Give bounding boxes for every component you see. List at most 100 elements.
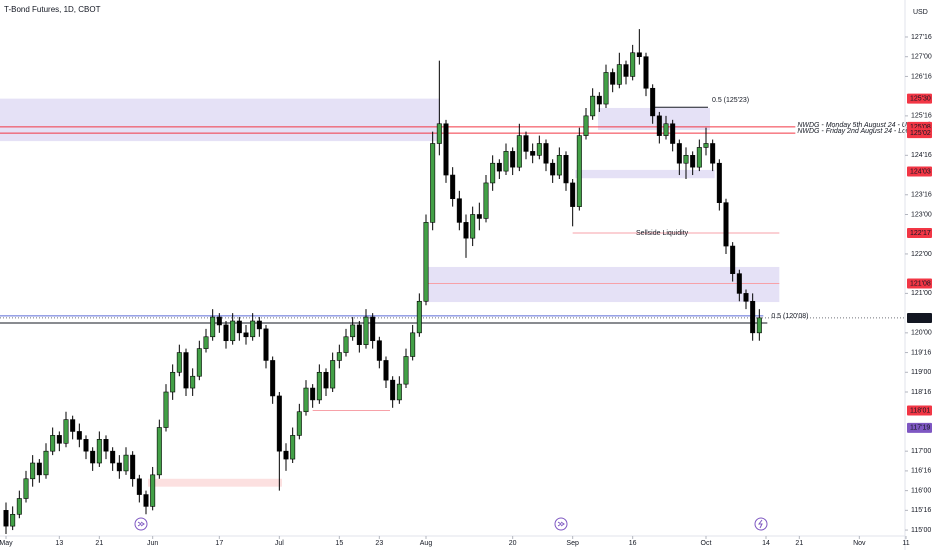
candle-body (203, 336, 209, 349)
candle-body (230, 320, 236, 342)
candle-body (556, 155, 562, 176)
plot-layer: NWDG - Monday 5th August 24 - Upper Disp… (0, 29, 932, 535)
price-label: 124'03 (910, 168, 931, 175)
y-tick-label: 121'00 (911, 290, 932, 297)
line-label: 0.5 (125'23) (712, 97, 749, 104)
candle-body (56, 435, 62, 444)
candle-body (650, 87, 656, 117)
event-icon[interactable] (134, 517, 148, 531)
price-label: 117'19 (910, 425, 930, 432)
candle-body (216, 316, 222, 326)
candle-body (176, 352, 182, 373)
candle-body (470, 214, 476, 239)
candle-body (623, 64, 629, 77)
y-tick-label: 126'16 (911, 73, 932, 80)
candle-body (263, 328, 269, 361)
candle-body (536, 143, 542, 156)
price-label-box (907, 405, 932, 416)
candle-body (83, 439, 89, 452)
x-tick-label: Sep (566, 540, 579, 547)
candle-body (670, 123, 676, 144)
candle-body (676, 143, 682, 164)
x-tick-label: Oct (701, 540, 712, 547)
price-label: 125'30 (910, 95, 931, 102)
candle-body (30, 462, 36, 480)
x-tick-label: Jul (275, 540, 284, 547)
candle-body (150, 474, 156, 507)
candle-body (430, 143, 436, 223)
line-label: NWDG - Monday 5th August 24 - Upper Disp (797, 122, 932, 129)
candle-body (616, 64, 622, 85)
x-tick-label: Aug (420, 540, 433, 547)
candle-body (463, 222, 469, 239)
candle-body (530, 151, 536, 156)
y-tick-label: 125'16 (911, 113, 932, 120)
price-label-box (907, 228, 932, 239)
candle-body (303, 387, 309, 413)
price-label-box (907, 278, 932, 289)
event-icon[interactable] (754, 517, 768, 531)
candle-body (96, 439, 102, 464)
candle-body (596, 95, 602, 105)
event-icon[interactable] (554, 517, 568, 531)
candle-body (756, 317, 762, 334)
y-tick-label: 116'16 (911, 468, 931, 475)
candle-body (590, 95, 596, 117)
candle-body (730, 245, 736, 274)
candle-body (143, 494, 149, 507)
candle-body (743, 293, 749, 302)
price-label: 121'08 (910, 280, 931, 287)
candle-body (416, 300, 422, 334)
candle-body (716, 162, 722, 203)
candle-body (43, 450, 49, 476)
candle-body (243, 332, 249, 338)
y-tick-label: 119'16 (911, 349, 931, 356)
x-tick-label: 20 (509, 540, 517, 547)
candle-body (696, 147, 702, 168)
candle-body (310, 387, 316, 401)
candle-body (436, 123, 442, 144)
candle-body (350, 324, 356, 338)
candle-body (370, 316, 376, 342)
y-tick-label: 119'00 (911, 369, 931, 376)
candle-body (356, 324, 362, 345)
x-tick-label: 21 (95, 540, 103, 547)
candle-body (63, 419, 69, 444)
candle-body (630, 52, 636, 77)
candle-body (50, 435, 56, 452)
price-label-box (907, 313, 932, 324)
line-label: Sellside Liquidity (636, 230, 689, 237)
candle-body (610, 72, 616, 85)
candle-body (256, 320, 262, 330)
candle-body (3, 510, 9, 527)
candle-body (316, 371, 322, 401)
candle-body (710, 143, 716, 164)
candle-body (476, 214, 482, 219)
candle-body (736, 273, 742, 294)
candle-body (550, 162, 556, 176)
candle-body (723, 202, 729, 247)
candle-body (570, 182, 576, 207)
x-tick-label: 17 (215, 540, 223, 547)
y-tick-label: 127'00 (911, 54, 932, 61)
candle-body (250, 320, 256, 338)
candle-body (376, 340, 382, 361)
price-label-box (907, 422, 932, 433)
candle-body (690, 155, 696, 168)
candle-body (103, 439, 109, 452)
price-label: 118'01 (910, 407, 930, 414)
price-label: 125'02 (910, 130, 931, 137)
candle-body (76, 431, 82, 440)
candle-body (490, 162, 496, 184)
candle-body (383, 360, 389, 381)
x-tick-label: May (0, 540, 13, 547)
x-tick-label: 15 (335, 540, 343, 547)
candle-body (363, 316, 369, 345)
y-tick-label: 124'16 (911, 152, 932, 159)
y-tick-label: 115'16 (911, 507, 931, 514)
line-label: 0.5 (120'08) (771, 313, 808, 320)
zone (425, 266, 780, 303)
x-tick-label: 16 (629, 540, 637, 547)
candle-body (683, 155, 689, 164)
y-tick-label: 122'00 (911, 251, 932, 258)
